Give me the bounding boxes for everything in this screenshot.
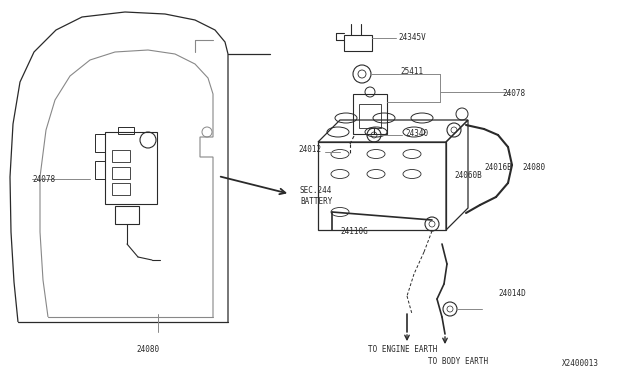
- Text: 24345V: 24345V: [398, 33, 426, 42]
- Bar: [112, 183, 130, 195]
- Text: TO BODY EARTH: TO BODY EARTH: [428, 357, 488, 366]
- Text: 24078: 24078: [32, 174, 55, 183]
- Bar: [115, 206, 139, 224]
- Bar: [344, 35, 372, 51]
- Text: 25411: 25411: [400, 67, 423, 77]
- Bar: [95, 161, 105, 179]
- Text: 24012: 24012: [298, 145, 321, 154]
- Text: 24060B: 24060B: [454, 170, 482, 180]
- Bar: [105, 132, 157, 204]
- Text: 24110G: 24110G: [340, 228, 368, 237]
- Bar: [112, 167, 130, 179]
- Text: 24016B: 24016B: [484, 163, 512, 171]
- Text: 24340: 24340: [405, 128, 428, 138]
- Text: SEC.244
BATTERY: SEC.244 BATTERY: [300, 186, 332, 206]
- Text: 24080: 24080: [522, 163, 545, 171]
- Bar: [353, 94, 387, 134]
- Bar: [112, 150, 130, 162]
- Text: 24078: 24078: [502, 90, 525, 99]
- Bar: [118, 127, 134, 134]
- Bar: [318, 142, 446, 230]
- Bar: [95, 134, 105, 152]
- Text: X2400013: X2400013: [562, 359, 599, 369]
- Text: TO ENGINE EARTH: TO ENGINE EARTH: [368, 346, 437, 355]
- Text: 24014D: 24014D: [498, 289, 525, 298]
- Text: 24080: 24080: [136, 346, 159, 355]
- Bar: [359, 104, 381, 128]
